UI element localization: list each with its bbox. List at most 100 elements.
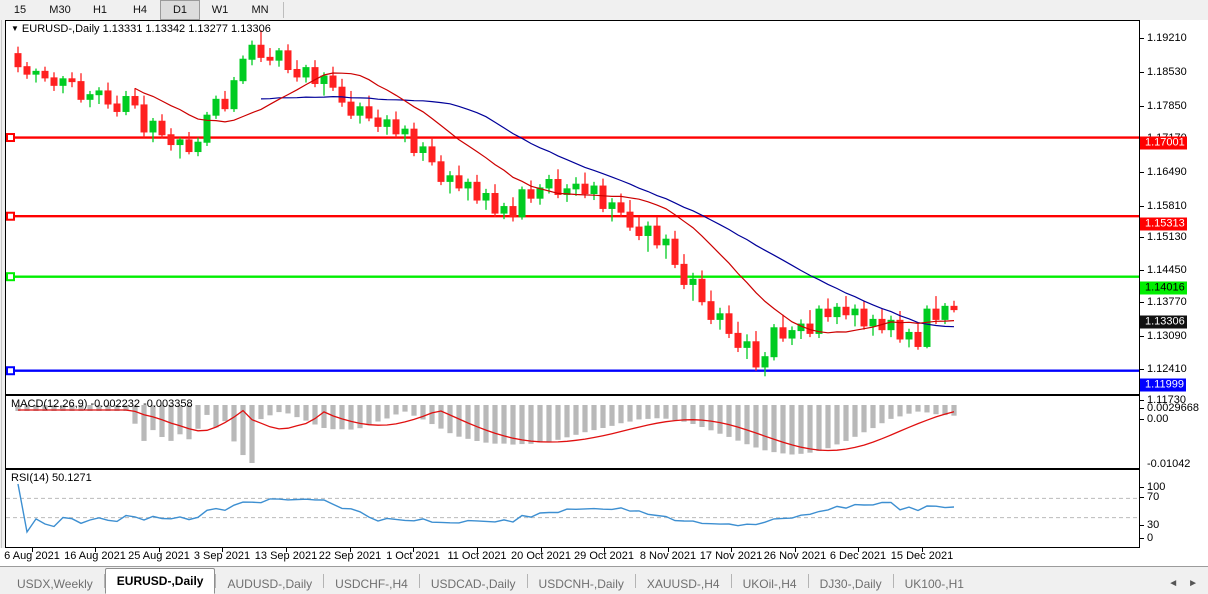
rsi-axis-tick [1140,525,1144,526]
price-axis-label: 1.18530 [1147,66,1187,78]
macd-axis-tick [1140,408,1144,409]
chart-frame: ▼ EURUSD-,Daily 1.13331 1.13342 1.13277 1… [0,20,1208,548]
price-axis[interactable]: 1.192101.185301.178501.171701.164901.158… [1140,20,1208,548]
date-axis-tick [222,548,223,552]
date-axis-tick [286,548,287,552]
price-badge-resistance[interactable]: 1.15313 [1140,217,1187,231]
rsi-axis-tick [1140,538,1144,539]
tab-separator [634,573,636,588]
price-axis-tick [1140,72,1144,73]
date-axis-label: 8 Nov 2021 [639,550,697,562]
scroll-left-icon[interactable]: ◄ [1168,578,1179,589]
date-axis-label: 6 Dec 2021 [829,550,887,562]
chart-tab-usdcnh-daily[interactable]: USDCNH-,Daily [538,576,624,591]
date-axis-tick [604,548,605,552]
date-axis-tick [477,548,478,552]
price-axis-label: 1.11730 [1147,394,1186,406]
price-axis-label: 1.17850 [1147,100,1187,112]
price-badge-support[interactable]: 1.14016 [1140,281,1187,295]
chart-tabstrip: USDX,Weekly EURUSD-,Daily AUDUSD-,Daily USD… [0,567,1168,594]
rsi-pane[interactable]: RSI(14) 50.1271 [5,469,1140,548]
price-axis-label: 1.13090 [1147,330,1187,342]
chart-tab-usdchf-h4[interactable]: USDCHF-,H4 [335,576,408,591]
chart-tab-xauusd-h4[interactable]: XAUUSD-,H4 [646,576,720,591]
timeframe-m15[interactable]: 15 [13,4,27,16]
chart-tab-uk100-h1[interactable]: UK100-,H1 [904,576,964,591]
chart-tab-audusd-daily[interactable]: AUDUSD-,Daily [227,576,313,591]
date-axis-label: 16 Aug 2021 [64,550,126,562]
date-axis-label: 13 Sep 2021 [254,550,318,562]
timeframe-h4[interactable]: H4 [132,4,148,16]
timeframe-h1[interactable]: H1 [92,4,108,16]
price-axis-label: 1.13770 [1147,296,1187,308]
price-plot[interactable] [6,21,1139,394]
tab-separator [730,573,732,588]
macd-axis-tick [1140,419,1144,420]
macd-axis-label: 0.0029668 [1147,402,1199,414]
tab-scroll-controls: ◄ ► [1168,578,1208,594]
date-axis-label: 20 Oct 2021 [511,550,571,562]
date-axis-tick [922,548,923,552]
date-axis-tick [795,548,796,552]
date-axis-label: 25 Aug 2021 [128,550,190,562]
date-axis-label: 15 Dec 2021 [890,550,954,562]
date-axis-tick [668,548,669,552]
timeframe-m30[interactable]: M30 [49,4,71,16]
chart-tab-usdcad-daily[interactable]: USDCAD-,Daily [430,576,516,591]
price-axis-tick [1140,237,1144,238]
date-axis-tick [731,548,732,552]
date-axis-label: 17 Nov 2021 [699,550,763,562]
price-badge-floor[interactable]: 1.11999 [1140,378,1186,392]
tab-separator [807,573,809,588]
date-axis: 6 Aug 2021 16 Aug 2021 25 Aug 2021 3 Sep 20… [0,548,1208,566]
date-axis-label: 11 Oct 2021 [447,550,507,562]
date-axis-tick [858,548,859,552]
price-badge-last[interactable]: 1.13306 [1140,315,1187,329]
price-pane[interactable]: ▼ EURUSD-,Daily 1.13331 1.13342 1.13277 1… [5,20,1140,395]
timeframe-mn[interactable]: MN [251,4,269,16]
price-axis-tick [1140,106,1144,107]
toolbar-separator [283,2,284,18]
date-axis-tick [541,548,542,552]
chart-tab-usdx-weekly[interactable]: USDX,Weekly [17,576,93,591]
price-axis-tick [1140,38,1144,39]
price-axis-label: 1.14450 [1147,264,1187,276]
chart-collapse-caret[interactable]: ▼ [11,24,19,33]
date-axis-tick [159,548,160,552]
timeframe-d1[interactable]: D1 [160,0,200,20]
timeframe-toolbar: 15 M30 H1 H4 D1 W1 MN [0,0,1208,21]
date-axis-tick [32,548,33,552]
macd-pane-header: MACD(12,26,9) -0.002232 -0.003358 [11,398,193,410]
price-axis-label: 1.15810 [1147,200,1187,212]
macd-pane[interactable]: MACD(12,26,9) -0.002232 -0.003358 [5,395,1140,469]
tab-separator [418,573,420,588]
tab-separator [215,573,217,588]
price-axis-tick [1140,302,1144,303]
rsi-axis-label: 30 [1147,519,1160,531]
price-axis-label: 1.16490 [1147,166,1187,178]
price-axis-label: 1.12410 [1147,363,1187,375]
timeframe-w1[interactable]: W1 [211,4,229,16]
price-badge-resistance[interactable]: 1.17001 [1140,136,1187,150]
macd-axis-label: 0.00 [1147,413,1169,425]
macd-plot[interactable] [6,396,1139,468]
date-axis-tick [95,548,96,552]
date-axis-label: 29 Oct 2021 [574,550,634,562]
tab-separator [892,573,894,588]
tab-separator [323,573,325,588]
rsi-plot[interactable] [6,470,1139,547]
rsi-axis-tick [1140,487,1144,488]
rsi-axis-label: 100 [1147,481,1166,493]
price-axis-tick [1140,206,1144,207]
chart-tab-eurusd-daily[interactable]: EURUSD-,Daily [104,568,216,594]
date-axis-label: 1 Oct 2021 [386,550,440,562]
price-pane-header: ▼ EURUSD-,Daily 1.13331 1.13342 1.13277 1… [11,23,271,35]
macd-axis-label: -0.01042 [1147,458,1191,470]
scroll-right-icon[interactable]: ► [1188,578,1198,589]
chart-tab-dj30-daily[interactable]: DJ30-,Daily [819,576,882,591]
date-axis-tick [413,548,414,552]
rsi-axis-label: 70 [1147,491,1160,503]
date-axis-label: 6 Aug 2021 [4,550,60,562]
chart-tab-ukoil-h4[interactable]: UKOil-,H4 [742,576,797,591]
